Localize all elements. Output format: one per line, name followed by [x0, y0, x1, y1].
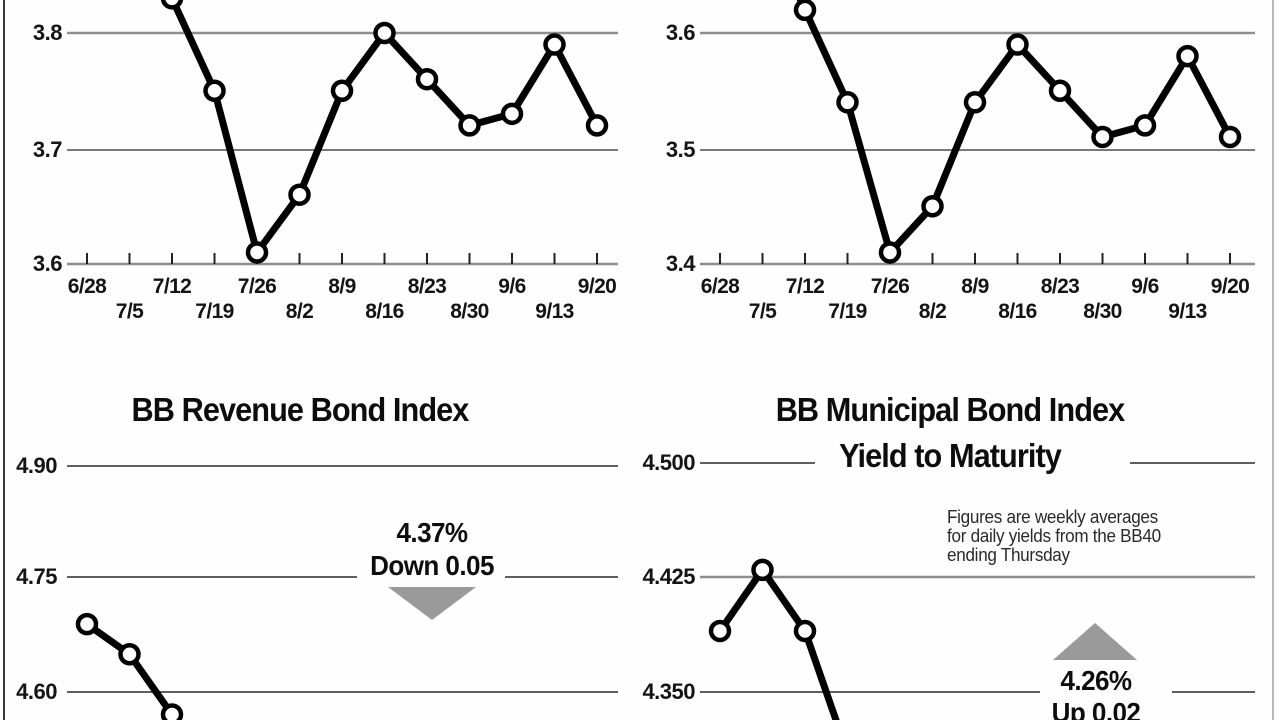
data-point-marker-top-left-index-7/26	[245, 241, 269, 264]
right-column-rule	[1272, 0, 1274, 720]
data-point-marker-top-right-index-9/6	[1133, 114, 1157, 137]
data-point-marker-top-left-index-9/20	[585, 114, 609, 137]
data-point-marker-bb-municipal-bond-index-ytm-7/12	[793, 619, 817, 643]
data-point-marker-top-left-index-8/23	[415, 67, 439, 91]
data-point-marker-top-right-index-8/16	[1006, 33, 1029, 56]
data-point-marker-top-left-index-8/2	[288, 183, 311, 206]
data-point-marker-top-left-index-9/13	[543, 33, 566, 56]
source-note: Figures are weekly averages for daily yi…	[947, 508, 1161, 565]
data-point-marker-top-left-index-8/9	[330, 79, 354, 102]
data-point-marker-bb-municipal-bond-index-ytm-6/28	[708, 619, 732, 643]
data-point-marker-top-right-index-9/13	[1176, 44, 1199, 68]
data-point-marker-top-right-index-7/26	[878, 241, 902, 264]
triangle-down-icon	[388, 587, 476, 620]
data-point-marker-bb-revenue-bond-index-7/12	[160, 703, 184, 720]
source-note-line2: for daily yields from the BB40	[947, 526, 1161, 546]
data-line-top-left-index	[168, 0, 601, 256]
data-point-marker-bb-municipal-bond-index-ytm-7/5	[751, 558, 774, 582]
municipal-index-change-label: Up 0.02	[1051, 697, 1141, 720]
data-line-bb-revenue-bond-index	[84, 621, 181, 720]
data-point-marker-top-right-index-8/30	[1091, 125, 1114, 149]
data-point-marker-top-left-index-9/6	[500, 102, 524, 126]
triangle-up-icon	[1053, 623, 1137, 660]
data-point-marker-top-right-index-8/9	[963, 91, 987, 114]
data-point-marker-top-left-index-8/30	[458, 114, 481, 137]
data-point-marker-top-right-index-7/19	[836, 91, 859, 114]
data-point-marker-top-right-index-8/2	[921, 195, 944, 218]
data-line-top-right-index	[796, 0, 1234, 256]
data-point-marker-bb-revenue-bond-index-7/5	[118, 643, 141, 666]
data-point-marker-top-left-index-7/12	[160, 0, 184, 10]
revenue-index-value-label: 4.37%	[396, 517, 468, 548]
data-point-marker-top-right-index-7/12	[793, 0, 817, 22]
source-note-line3: ending Thursday	[947, 545, 1070, 565]
chart-title-municipal-bond-index: BB Municipal Bond Index	[775, 391, 1126, 428]
chart-title-revenue-bond-index: BB Revenue Bond Index	[131, 391, 470, 428]
data-point-marker-top-right-index-9/20	[1218, 125, 1242, 149]
data-point-marker-top-left-index-8/16	[373, 21, 396, 45]
data-line-bb-municipal-bond-index-ytm	[717, 566, 840, 720]
data-point-marker-bb-revenue-bond-index-6/28	[75, 612, 99, 636]
data-point-marker-top-left-index-7/19	[203, 79, 226, 102]
source-note-line1: Figures are weekly averages	[947, 507, 1158, 527]
municipal-index-value-label: 4.26%	[1060, 665, 1132, 696]
data-point-marker-top-right-index-8/23	[1048, 79, 1072, 102]
chart-title-yield-to-maturity: Yield to Maturity	[839, 437, 1062, 474]
revenue-index-change-label: Down 0.05	[370, 550, 494, 581]
left-column-rule	[3, 0, 5, 720]
